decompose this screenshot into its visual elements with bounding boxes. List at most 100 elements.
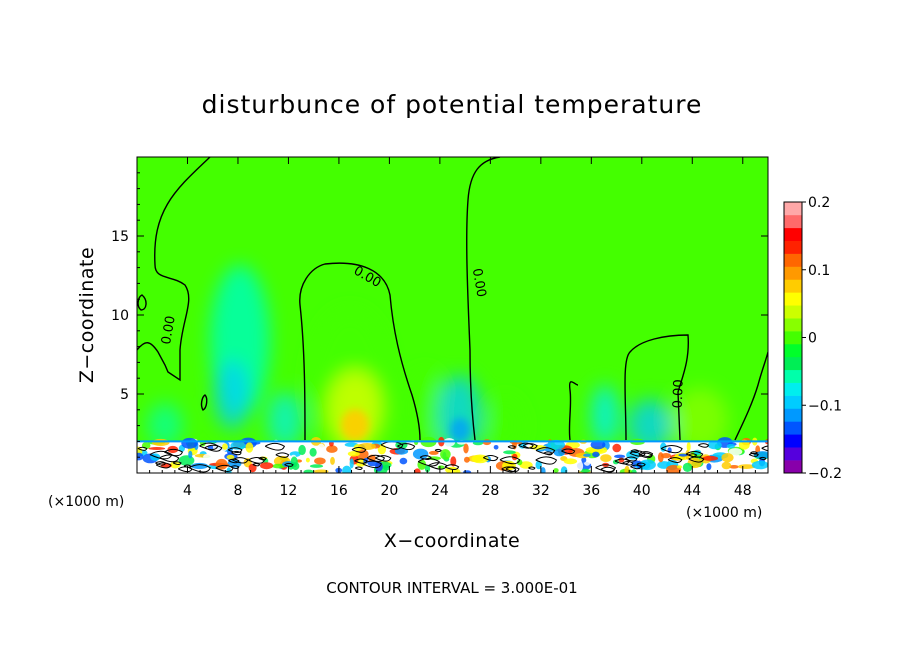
bl-contour xyxy=(351,447,367,453)
bl-eddy xyxy=(414,468,421,473)
colorbar-swatch xyxy=(784,343,802,358)
x-tick-label: 16 xyxy=(330,483,348,499)
bl-contour xyxy=(535,456,558,465)
field-anomalies xyxy=(147,265,728,460)
bl-eddy xyxy=(314,457,326,465)
bl-eddy xyxy=(298,444,306,456)
contour-loop-small-2 xyxy=(200,394,208,411)
bl-contour xyxy=(625,456,638,462)
y-tick-label: 10 xyxy=(111,308,129,324)
x-tick-label: 4 xyxy=(183,483,192,499)
cool-plume-6 xyxy=(147,403,183,447)
bl-eddy xyxy=(535,460,542,470)
bl-eddy xyxy=(191,462,208,470)
bl-contour xyxy=(636,462,646,467)
bl-eddy xyxy=(326,445,338,453)
bl-contour xyxy=(748,452,759,457)
colorbar-swatch xyxy=(784,279,802,293)
colorbar-swatch xyxy=(784,202,802,216)
bl-eddy xyxy=(226,467,232,473)
x-tick-label: 44 xyxy=(683,483,701,499)
bl-eddy xyxy=(503,450,516,455)
bl-contour xyxy=(499,456,521,465)
bl-contour xyxy=(199,442,219,451)
warm-plume-2 xyxy=(405,370,445,450)
colorbar-tick-label: 0 xyxy=(808,331,817,347)
colorbar: 0.2 0.1 0 −0.1 −0.2 xyxy=(783,195,842,482)
bl-contour xyxy=(155,461,167,466)
bl-contour xyxy=(397,443,416,451)
contour-label: 0.00 xyxy=(159,315,179,346)
bl-eddy xyxy=(463,443,469,454)
bl-eddy xyxy=(412,448,429,460)
bl-eddy xyxy=(450,456,457,467)
bl-eddy xyxy=(728,448,743,456)
x-axis-label: X−coordinate xyxy=(384,530,520,552)
y-axis-label: Z−coordinate xyxy=(76,247,98,383)
colorbar-swatch xyxy=(784,434,802,448)
bl-contour xyxy=(366,454,386,462)
colorbar-swatch xyxy=(784,305,802,319)
cool-plume-5 xyxy=(628,399,672,451)
bl-contour xyxy=(417,458,440,467)
x-tick-label: 24 xyxy=(431,483,449,499)
bl-contour xyxy=(227,447,243,454)
warm-core xyxy=(341,409,369,441)
x-tick-label: 12 xyxy=(280,483,298,499)
x-tick-label: 28 xyxy=(481,483,499,499)
bl-eddy xyxy=(576,460,584,472)
bl-eddy xyxy=(222,443,228,450)
cool-plume-4 xyxy=(591,385,619,445)
bl-contour xyxy=(354,466,363,470)
contour-line-middle xyxy=(299,262,421,441)
bl-eddy xyxy=(631,469,637,473)
bl-eddy xyxy=(178,455,195,466)
x-unit-right: (×1000 m) xyxy=(686,505,762,521)
bl-contour xyxy=(750,451,758,455)
contour-interval-note: CONTOUR INTERVAL = 3.000E-01 xyxy=(326,579,577,597)
bl-eddy xyxy=(303,469,314,473)
warm-plume-4 xyxy=(672,388,728,452)
bl-contour xyxy=(155,462,172,469)
bl-eddy xyxy=(614,454,626,459)
bl-eddy xyxy=(540,467,546,473)
bl-contour xyxy=(761,445,768,452)
bl-eddy xyxy=(226,454,235,460)
bl-eddy xyxy=(592,451,600,458)
x-tick-label: 36 xyxy=(582,483,600,499)
bl-eddy xyxy=(600,454,612,462)
bl-contour xyxy=(697,443,710,448)
bl-eddy xyxy=(424,465,431,473)
bl-eddy xyxy=(707,440,722,450)
bl-eddy xyxy=(245,442,254,453)
y-axis-ticks: 5 10 15 xyxy=(111,172,768,458)
bl-eddy xyxy=(702,455,719,461)
bl-contour xyxy=(444,464,460,471)
cool-plume-3 xyxy=(267,392,303,448)
x-tick-label: 48 xyxy=(734,483,752,499)
bl-contour xyxy=(264,442,286,451)
bl-eddy xyxy=(428,450,439,455)
bl-contour xyxy=(522,443,538,449)
colorbar-swatch xyxy=(784,421,802,435)
bl-contour xyxy=(600,466,616,473)
bl-eddy xyxy=(440,449,451,460)
contour-line-hook xyxy=(568,381,579,441)
contour-line-right xyxy=(466,157,501,441)
bl-eddy xyxy=(260,462,274,470)
bl-eddy xyxy=(583,453,591,457)
contour-line-edge xyxy=(734,351,768,441)
bl-contour xyxy=(149,450,173,460)
bl-eddy xyxy=(624,465,630,473)
y-tick-label: 5 xyxy=(120,387,129,403)
bl-eddy xyxy=(738,464,755,469)
plot-area: 0.000.00 0.000.00 4 8 12 16 20 24 28 32 36 40 44 48 … xyxy=(111,156,769,499)
colorbar-swatch xyxy=(784,447,802,461)
bl-contour xyxy=(215,464,234,472)
zero-contours xyxy=(137,157,768,441)
colorbar-swatch xyxy=(784,395,802,409)
bl-contour xyxy=(183,464,192,468)
x-tick-label: 32 xyxy=(532,483,550,499)
bl-eddy xyxy=(581,457,587,463)
contour-label: 0.00 xyxy=(469,267,489,298)
